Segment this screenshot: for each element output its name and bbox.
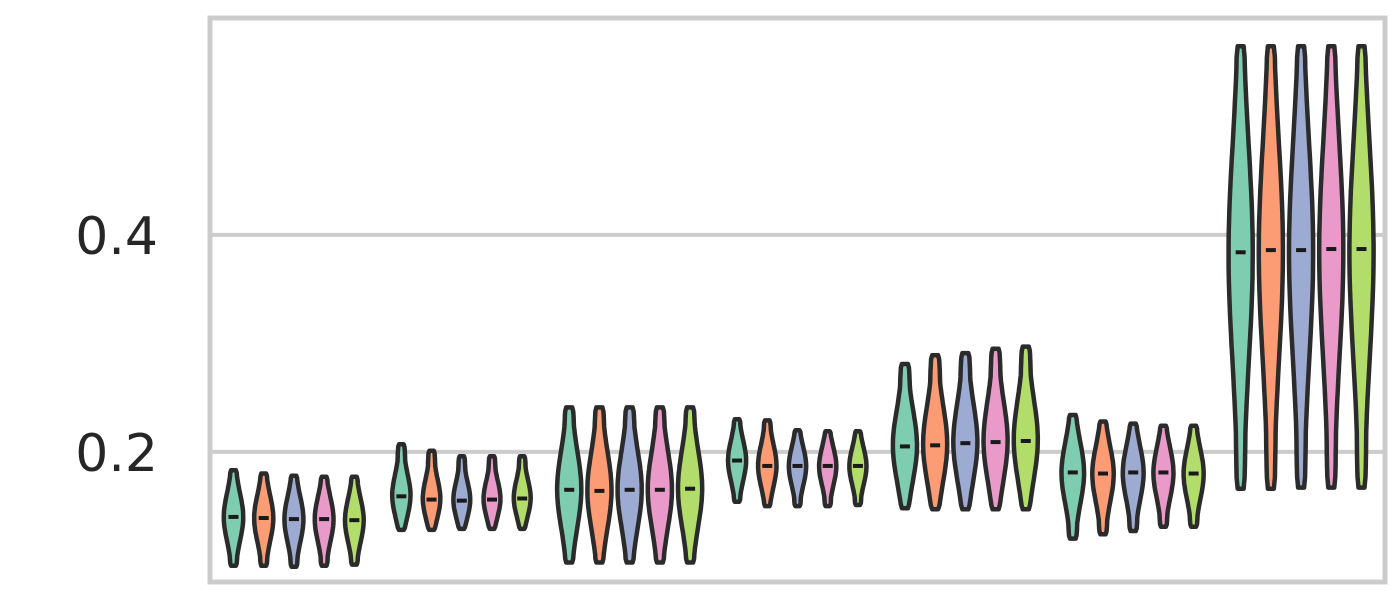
violin-body [1151,423,1176,529]
violin-body [615,405,644,565]
violin-group [725,417,869,509]
y-tick-label: 0.4 [75,207,158,267]
violin-body [1090,419,1116,537]
violin-body [451,453,473,532]
y-tick-label: 0.2 [75,424,158,484]
violin-body [786,427,809,509]
violin-group [1059,412,1206,541]
violin-body [981,346,1010,512]
violin-body [920,353,950,512]
violin-body [1316,43,1346,490]
violin-body [1347,43,1376,490]
violin-body [1256,43,1286,491]
violin-body [890,361,920,511]
violin-group [554,405,705,565]
violin-body [1181,423,1206,529]
violin-body [282,473,306,570]
violin-body [481,453,503,532]
violin-body [389,442,413,533]
violin-body [816,428,839,509]
violin-body [554,405,584,565]
violin-body [951,350,980,512]
violin-body [847,428,869,508]
violin-body [585,405,614,565]
violin-body [1120,421,1146,534]
violin-group [1226,43,1376,491]
y-axis-tick-labels: 0.2 0.4 [75,207,158,484]
violin-body [755,418,779,509]
violin-body [420,448,443,533]
plot-area-frame [207,15,1388,585]
violin-body [1059,412,1087,541]
violin-body [312,474,336,568]
violin-body [1286,43,1316,490]
violin-body [1226,43,1255,491]
violin-body [1011,344,1041,512]
grid-lines [210,232,1385,454]
violin-group [890,344,1041,512]
violin-body [645,405,675,565]
violins [221,43,1376,570]
violin-group [221,468,366,570]
violin-body [511,453,533,532]
violin-body [675,405,705,565]
violin-group [389,442,533,533]
